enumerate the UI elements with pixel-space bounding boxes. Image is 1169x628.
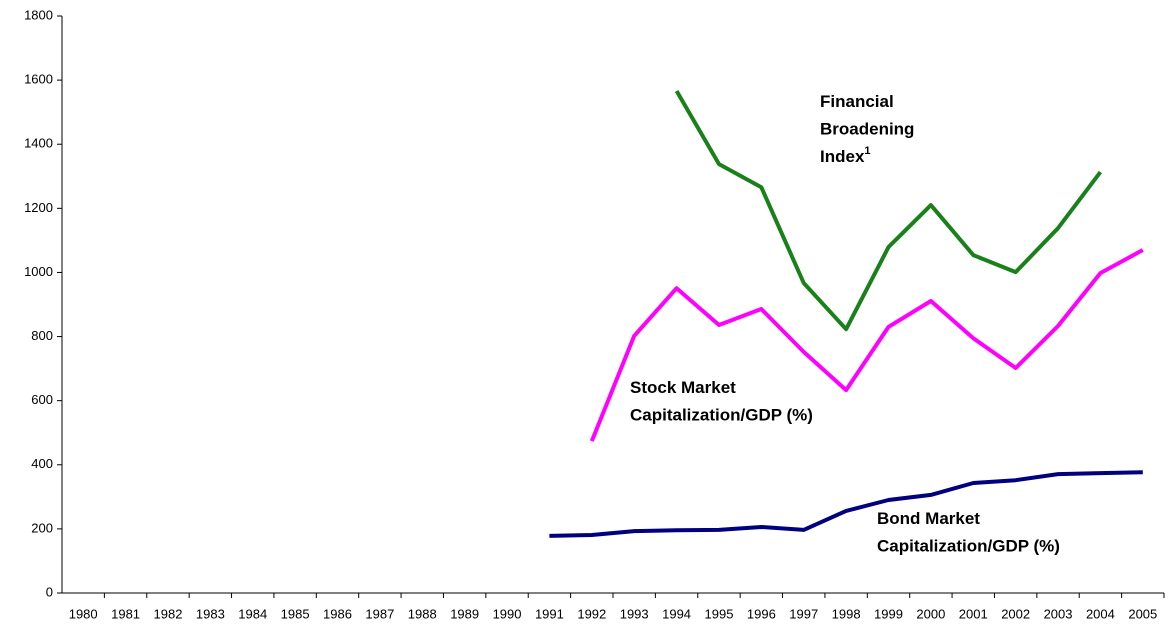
annotation-line: Bond Market [877, 509, 980, 528]
annotation-line: Capitalization/GDP (%) [630, 406, 813, 425]
x-tick-label: 2001 [959, 606, 988, 621]
x-tick-label: 1992 [577, 606, 606, 621]
annotation-line: Index [820, 147, 865, 166]
y-tick-label: 1600 [24, 72, 53, 87]
x-tick-label: 1988 [408, 606, 437, 621]
x-tick-label: 1990 [493, 606, 522, 621]
annotation: Capitalization/GDP (%) [630, 406, 813, 425]
x-tick-label: 1980 [69, 606, 98, 621]
x-tick-label: 1985 [281, 606, 310, 621]
x-tick-label: 1995 [705, 606, 734, 621]
annotation: Stock Market [630, 378, 736, 397]
annotation: Index1 [820, 145, 871, 167]
x-tick-label: 1991 [535, 606, 564, 621]
x-tick-label: 1987 [365, 606, 394, 621]
x-tick-label: 1996 [747, 606, 776, 621]
x-tick-label: 1983 [196, 606, 225, 621]
y-tick-label: 0 [46, 584, 53, 599]
x-tick-label: 1998 [832, 606, 861, 621]
y-tick-label: 1400 [24, 136, 53, 151]
y-tick-label: 200 [31, 520, 53, 535]
annotation: Capitalization/GDP (%) [877, 537, 1060, 556]
annotation-line: Financial [820, 92, 894, 111]
annotation-line: Capitalization/GDP (%) [877, 537, 1060, 556]
annotation: Financial [820, 92, 894, 111]
series-line [549, 470, 1143, 538]
x-tick-label: 1994 [662, 606, 691, 621]
x-tick-label: 1982 [154, 606, 183, 621]
y-tick-label: 1800 [24, 7, 53, 22]
x-tick-label: 2003 [1044, 606, 1073, 621]
series-line [589, 248, 1144, 442]
y-tick-label: 600 [31, 392, 53, 407]
annotation: Broadening [820, 120, 914, 139]
x-tick-label: 1984 [238, 606, 267, 621]
x-tick-label: 1981 [111, 606, 140, 621]
x-tick-label: 1986 [323, 606, 352, 621]
x-tick-label: 1997 [789, 606, 818, 621]
x-tick-label: 1999 [874, 606, 903, 621]
x-tick-label: 1989 [450, 606, 479, 621]
x-tick-label: 2005 [1128, 606, 1157, 621]
x-tick-label: 2000 [916, 606, 945, 621]
y-tick-label: 800 [31, 328, 53, 343]
x-tick-label: 2004 [1086, 606, 1115, 621]
y-tick-label: 1000 [24, 264, 53, 279]
x-tick-label: 2002 [1001, 606, 1030, 621]
annotation: Bond Market [877, 509, 980, 528]
annotation-superscript: 1 [864, 145, 870, 157]
y-tick-label: 1200 [24, 200, 53, 215]
series-line [674, 89, 1102, 332]
annotation-line: Stock Market [630, 378, 736, 397]
y-tick-label: 400 [31, 456, 53, 471]
x-tick-label: 1993 [620, 606, 649, 621]
annotation-line: Broadening [820, 120, 914, 139]
